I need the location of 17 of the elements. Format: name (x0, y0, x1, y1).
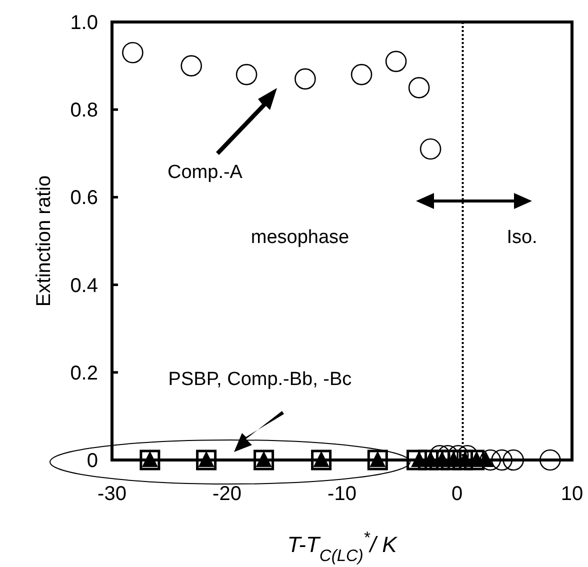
x-tick-label: -10 (328, 483, 356, 505)
annotation: PSBP, Comp.-Bb, -Bc (168, 369, 352, 390)
x-axis-title: T-T$_{C(LC)}$$^{*}$/ K (287, 529, 398, 565)
x-tick-label: -30 (98, 483, 126, 505)
y-tick-label: 0.6 (70, 187, 98, 210)
x-tick-label: 0 (451, 483, 463, 505)
y-tick-label: 0.4 (70, 274, 98, 297)
y-tick-label: 0.8 (70, 100, 98, 122)
annotation: Comp.-A (168, 162, 243, 183)
annotation: mesophase (250, 227, 350, 248)
y-tick-label: 0 (86, 450, 98, 472)
y-tick-label: 1.0 (70, 12, 98, 34)
y-tick-label: 0.2 (70, 362, 98, 384)
annotation: Iso. (506, 227, 538, 248)
x-tick-label: -20 (212, 483, 242, 505)
y-axis-title: Extinction ratio (33, 175, 55, 307)
x-tick-label: 10 (560, 483, 584, 505)
